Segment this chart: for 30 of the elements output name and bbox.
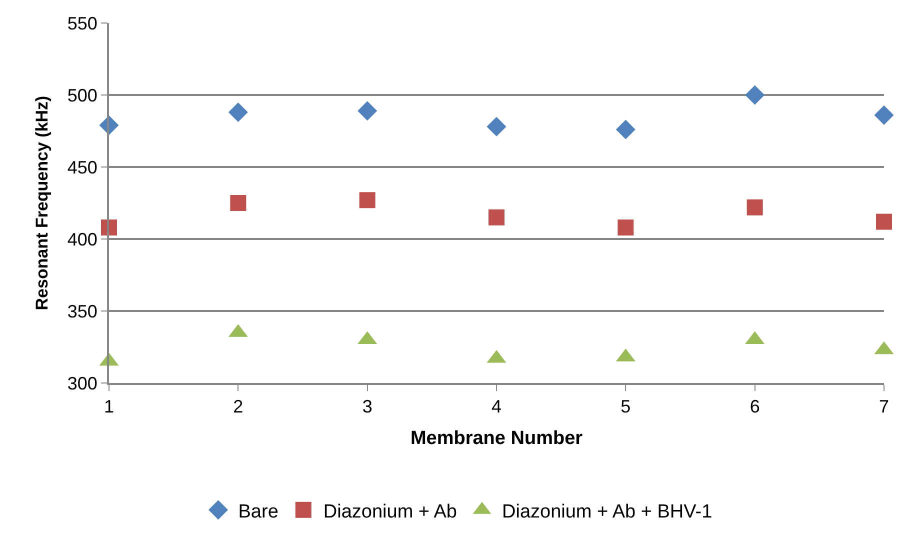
- point: [745, 85, 765, 105]
- point: [488, 209, 504, 226]
- point: [874, 105, 894, 125]
- x-tick-label: 5: [620, 396, 631, 417]
- x-tick-label: 1: [104, 396, 114, 417]
- legend-label: Diazonium + Ab: [323, 501, 457, 522]
- y-tick-label: 450: [67, 157, 98, 178]
- point: [359, 192, 376, 208]
- x-tick-label: 6: [750, 396, 760, 417]
- legend-label: Bare: [238, 501, 278, 522]
- y-tick-label: 300: [67, 373, 98, 394]
- point: [618, 219, 634, 236]
- point: [228, 102, 248, 122]
- x-tick-label: 3: [362, 396, 372, 417]
- point: [746, 199, 763, 216]
- x-tick-label: 7: [878, 396, 890, 417]
- y-axis-title: Resonant Frequency (kHz): [32, 96, 52, 310]
- point: [358, 101, 378, 121]
- y-tick-label: 400: [67, 229, 98, 250]
- x-axis-title: Membrane Number: [410, 428, 584, 449]
- point: [616, 120, 636, 140]
- y-tick-label: 500: [67, 85, 98, 106]
- y-tick-label: 550: [67, 13, 98, 34]
- point: [876, 214, 892, 230]
- x-tick-label: 4: [491, 396, 502, 417]
- point: [230, 195, 246, 211]
- x-tick-label: 2: [233, 396, 244, 417]
- y-tick-label: 350: [67, 301, 98, 322]
- point: [486, 116, 506, 136]
- legend-label: Diazonium + Ab + BHV-1: [502, 501, 712, 522]
